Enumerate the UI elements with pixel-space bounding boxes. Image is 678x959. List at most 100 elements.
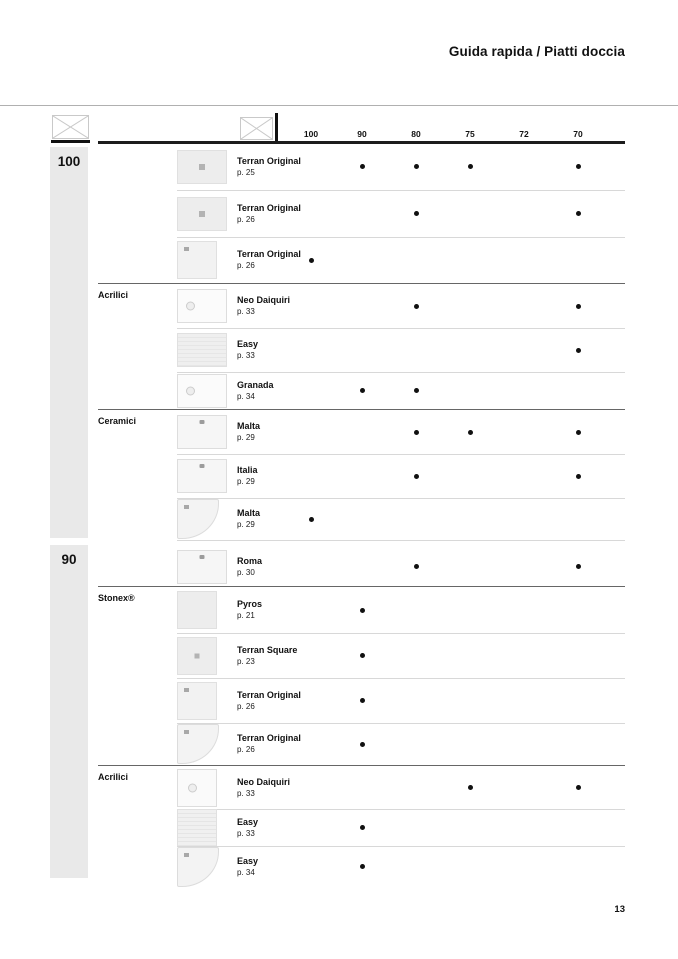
availability-cell-90 <box>335 678 389 723</box>
product-thumbnail <box>177 149 227 184</box>
table-row: Italia p. 29 <box>98 454 625 498</box>
availability-cell-80 <box>389 372 443 409</box>
availability-dot <box>413 211 419 216</box>
availability-cell-90 <box>335 587 389 633</box>
availability-cell-75 <box>443 633 497 678</box>
availability-cell-90 <box>335 328 389 372</box>
availability-cell-100 <box>284 237 338 283</box>
availability-cell-100 <box>284 284 338 328</box>
availability-cell-75 <box>443 237 497 283</box>
availability-cell-80 <box>389 190 443 237</box>
availability-cell-70 <box>551 809 605 846</box>
availability-cell-90 <box>335 237 389 283</box>
availability-dot <box>467 164 473 169</box>
product-page-ref: p. 26 <box>237 745 255 754</box>
availability-cell-90 <box>335 498 389 540</box>
availability-cell-75 <box>443 372 497 409</box>
product-page-ref: p. 33 <box>237 307 255 316</box>
product-name: Neo Daiquiri <box>237 295 291 305</box>
table-section: Ceramici Malta p. 29 Italia p. 29 Malta p. … <box>98 409 625 540</box>
availability-cell-72 <box>497 284 551 328</box>
table-row: Malta p. 29 <box>98 498 625 540</box>
product-thumbnail <box>177 808 217 847</box>
header-rule <box>0 105 678 106</box>
availability-dots <box>98 237 625 283</box>
availability-cell-100 <box>284 547 338 586</box>
table-row: Granada p. 34 <box>98 372 625 409</box>
availability-dots <box>98 410 625 454</box>
availability-dots <box>98 633 625 678</box>
availability-cell-72 <box>497 328 551 372</box>
availability-cell-75 <box>443 766 497 809</box>
product-name: Malta <box>237 508 261 518</box>
product-page-ref: p. 26 <box>237 261 255 270</box>
width-pictogram-icon <box>240 117 273 140</box>
availability-cell-75 <box>443 846 497 887</box>
availability-cell-100 <box>284 723 338 765</box>
table-row: Easy p. 33 <box>98 328 625 372</box>
product-page-ref: p. 29 <box>237 477 255 486</box>
availability-cell-90 <box>335 809 389 846</box>
availability-cell-80 <box>389 723 443 765</box>
availability-dot <box>413 303 419 309</box>
availability-cell-100 <box>284 454 338 498</box>
availability-dot <box>308 257 314 263</box>
table-row: Easy p. 33 <box>98 808 625 847</box>
availability-cell-70 <box>551 284 605 328</box>
product-page-ref: p. 34 <box>237 867 255 877</box>
product-thumbnail <box>177 768 217 807</box>
availability-cell-70 <box>551 723 605 765</box>
availability-cell-75 <box>443 143 497 190</box>
product-name: Terran Original <box>237 733 301 743</box>
product-name: Easy <box>237 855 259 866</box>
availability-cell-75 <box>443 190 497 237</box>
product-thumbnail <box>177 459 227 493</box>
table-section: Terran Original p. 25 Terran Original p. 2… <box>98 143 625 283</box>
availability-dot <box>575 564 581 569</box>
product-page-ref: p. 26 <box>237 701 255 711</box>
availability-cell-72 <box>497 372 551 409</box>
availability-cell-70 <box>551 410 605 454</box>
availability-cell-72 <box>497 547 551 586</box>
table-row: Terran Original p. 26 <box>98 678 625 723</box>
availability-cell-75 <box>443 809 497 846</box>
availability-cell-70 <box>551 143 605 190</box>
table-row: Pyros p. 21 <box>98 587 625 633</box>
page-number: 13 <box>614 904 625 915</box>
product-thumbnail <box>177 241 217 279</box>
product-table: Terran Original p. 25 Terran Original p. 2… <box>98 143 625 887</box>
availability-cell-70 <box>551 372 605 409</box>
availability-cell-72 <box>497 678 551 723</box>
availability-cell-80 <box>389 237 443 283</box>
availability-cell-75 <box>443 328 497 372</box>
availability-dots <box>98 328 625 372</box>
availability-cell-70 <box>551 633 605 678</box>
product-page-ref: p. 29 <box>237 520 255 529</box>
availability-cell-100 <box>284 190 338 237</box>
availability-cell-72 <box>497 723 551 765</box>
availability-cell-80 <box>389 766 443 809</box>
availability-cell-70 <box>551 547 605 586</box>
category-label: Acrilici <box>98 290 129 300</box>
availability-dots <box>98 678 625 723</box>
availability-cell-100 <box>284 372 338 409</box>
availability-dot <box>575 429 581 435</box>
size-column-headers: 100 90 80 75 72 70 <box>98 127 625 140</box>
availability-cell-70 <box>551 237 605 283</box>
category-label: Stonex® <box>98 593 135 603</box>
product-name: Neo Daiquiri <box>237 776 291 787</box>
availability-cell-70 <box>551 190 605 237</box>
availability-cell-75 <box>443 498 497 540</box>
availability-dot <box>359 653 365 658</box>
availability-cell-75 <box>443 410 497 454</box>
product-thumbnail <box>177 196 227 231</box>
table-section: Stonex® Pyros p. 21 Terran Square p. 23 Te… <box>98 586 625 765</box>
product-name: Malta <box>237 421 261 431</box>
table-section: Acrilici Neo Daiquiri p. 33 Easy p. 33 Eas… <box>98 765 625 887</box>
product-page-ref: p. 21 <box>237 611 255 620</box>
availability-dot <box>575 164 581 169</box>
availability-cell-100 <box>284 846 338 887</box>
length-pictogram-icon <box>52 115 89 139</box>
product-thumbnail <box>177 289 227 323</box>
availability-cell-72 <box>497 454 551 498</box>
